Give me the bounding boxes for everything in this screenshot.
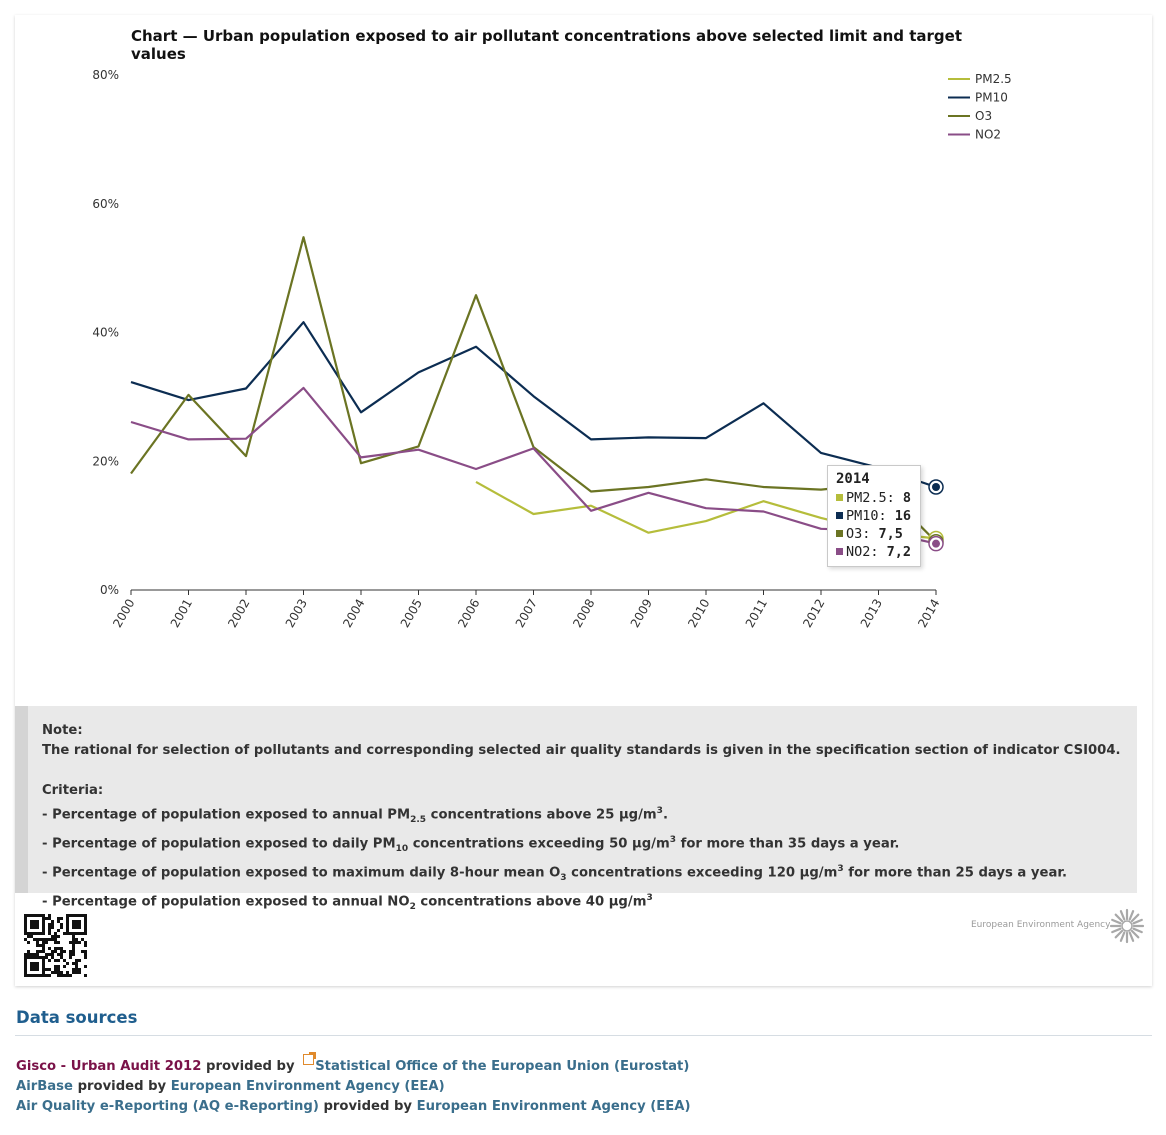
tooltip-row-pm10: PM10: 16 [836,507,920,525]
data-source-item: Gisco - Urban Audit 2012 provided by Sta… [16,1052,691,1077]
chart-note: Note: The rational for selection of poll… [15,706,1137,912]
data-source-link[interactable]: AirBase [16,1079,73,1094]
provided-by-label: provided by [201,1059,300,1074]
series-line-no2[interactable] [130,386,937,545]
line-chart: Chart — Urban population exposed to air … [92,27,1012,630]
data-source-link[interactable]: Gisco - Urban Audit 2012 [16,1059,202,1074]
x-tick-label: 2005 [398,597,425,630]
no2-swatch-icon [836,548,843,555]
note-heading: Note: [42,723,83,738]
y-tick-label: 0% [100,583,119,597]
x-tick-label: 2014 [915,597,942,630]
criteria-item-pm10: - Percentage of population exposed to da… [42,835,900,855]
qr-code-icon[interactable] [24,914,87,977]
x-tick-label: 2004 [340,597,367,630]
legend-item[interactable]: PM10 [975,91,1008,105]
data-sources-title: Data sources [16,1008,138,1027]
criteria-item-o3: - Percentage of population exposed to ma… [42,864,1067,884]
y-tick-label: 80% [92,68,119,82]
external-link-icon [303,1052,317,1065]
note-text: The rational for selection of pollutants… [42,743,1121,758]
data-tooltip: 2014 PM2.5: 8 PM10: 16 O3: 7,5 NO2: 7,2 [827,465,921,567]
provided-by-label: provided by [72,1079,171,1094]
x-tick-label: 2007 [513,597,540,630]
x-tick-label: 2012 [800,597,827,630]
criteria-heading: Criteria: [42,783,104,798]
y-tick-label: 20% [92,454,119,468]
data-provider-link[interactable]: Statistical Office of the European Union… [315,1059,690,1074]
end-marker-dot [932,483,940,491]
data-source-link[interactable]: Air Quality e-Reporting (AQ e-Reporting) [16,1099,319,1114]
tooltip-row-no2: NO2: 7,2 [836,543,920,561]
data-sources-divider [15,1035,1152,1036]
criteria-item-no2: - Percentage of population exposed to an… [42,893,653,913]
x-tick-label: 2001 [168,597,195,630]
x-tick-label: 2000 [110,597,137,630]
tooltip-value-no2: 7,2 [886,544,912,560]
o3-swatch-icon [836,530,843,537]
x-tick-label: 2011 [743,597,770,630]
data-source-item: AirBase provided by European Environment… [16,1077,691,1097]
y-tick-label: 40% [92,326,119,340]
criteria-item-pm25: - Percentage of population exposed to an… [42,806,668,826]
y-tick-label: 60% [92,197,119,211]
pm10-swatch-icon [836,512,843,519]
provided-by-label: provided by [318,1099,417,1114]
data-sources-list: Gisco - Urban Audit 2012 provided by Sta… [16,1052,691,1117]
tooltip-row-pm25: PM2.5: 8 [836,489,920,507]
x-tick-label: 2008 [570,597,597,630]
x-tick-label: 2003 [283,597,310,630]
data-provider-link[interactable]: European Environment Agency (EEA) [416,1099,691,1114]
legend-item[interactable]: NO2 [975,128,1001,142]
tooltip-value-o3: 7,5 [878,526,903,542]
x-tick-label: 2013 [858,597,885,630]
tooltip-value-pm25: 8 [902,490,912,506]
data-provider-link[interactable]: European Environment Agency (EEA) [170,1079,445,1094]
end-marker-dot [932,539,940,548]
eea-label: European Environment Agency [971,920,1111,930]
chart-title-line1: Chart — Urban population exposed to air … [131,27,962,45]
pm25-swatch-icon [836,494,843,501]
data-source-item: Air Quality e-Reporting (AQ e-Reporting)… [16,1097,691,1117]
eea-logo-icon [1109,908,1145,944]
chart-title-line2: values [131,45,186,63]
series-line-pm10[interactable] [130,321,937,489]
tooltip-value-pm10: 16 [894,508,912,524]
x-tick-label: 2009 [628,597,655,630]
x-tick-label: 2002 [225,597,252,630]
x-tick-label: 2006 [455,597,482,630]
legend-item[interactable]: PM2.5 [975,72,1012,86]
series-line-o3[interactable] [130,236,937,543]
legend-item[interactable]: O3 [975,109,992,123]
tooltip-row-o3: O3: 7,5 [836,525,920,543]
tooltip-year: 2014 [836,471,870,487]
x-tick-label: 2010 [685,597,712,630]
